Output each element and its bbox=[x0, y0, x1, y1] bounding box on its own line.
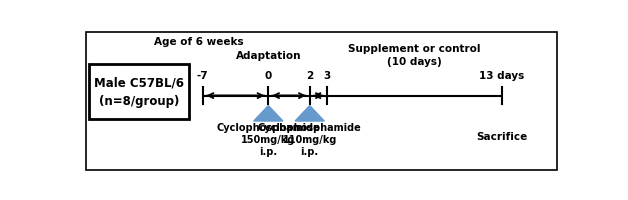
Text: Cyclophosphamide
150mg/kg
i.p.: Cyclophosphamide 150mg/kg i.p. bbox=[217, 123, 320, 157]
Polygon shape bbox=[295, 106, 324, 121]
Text: -7: -7 bbox=[197, 71, 208, 81]
Text: 3: 3 bbox=[323, 71, 330, 81]
Text: Male C57BL/6: Male C57BL/6 bbox=[94, 77, 184, 90]
Text: Supplement or control
(10 days): Supplement or control (10 days) bbox=[348, 44, 480, 67]
Text: 0: 0 bbox=[264, 71, 272, 81]
Text: Adaptation: Adaptation bbox=[236, 51, 301, 61]
Bar bbox=[89, 64, 189, 119]
Text: Age of 6 weeks: Age of 6 weeks bbox=[154, 37, 244, 47]
Text: Sacrifice: Sacrifice bbox=[476, 132, 528, 142]
Text: 2: 2 bbox=[306, 71, 313, 81]
Polygon shape bbox=[254, 106, 283, 121]
Text: Cyclophosphamide
110mg/kg
i.p.: Cyclophosphamide 110mg/kg i.p. bbox=[258, 123, 362, 157]
Text: 13 days: 13 days bbox=[479, 71, 524, 81]
Text: (n=8/group): (n=8/group) bbox=[99, 95, 179, 108]
